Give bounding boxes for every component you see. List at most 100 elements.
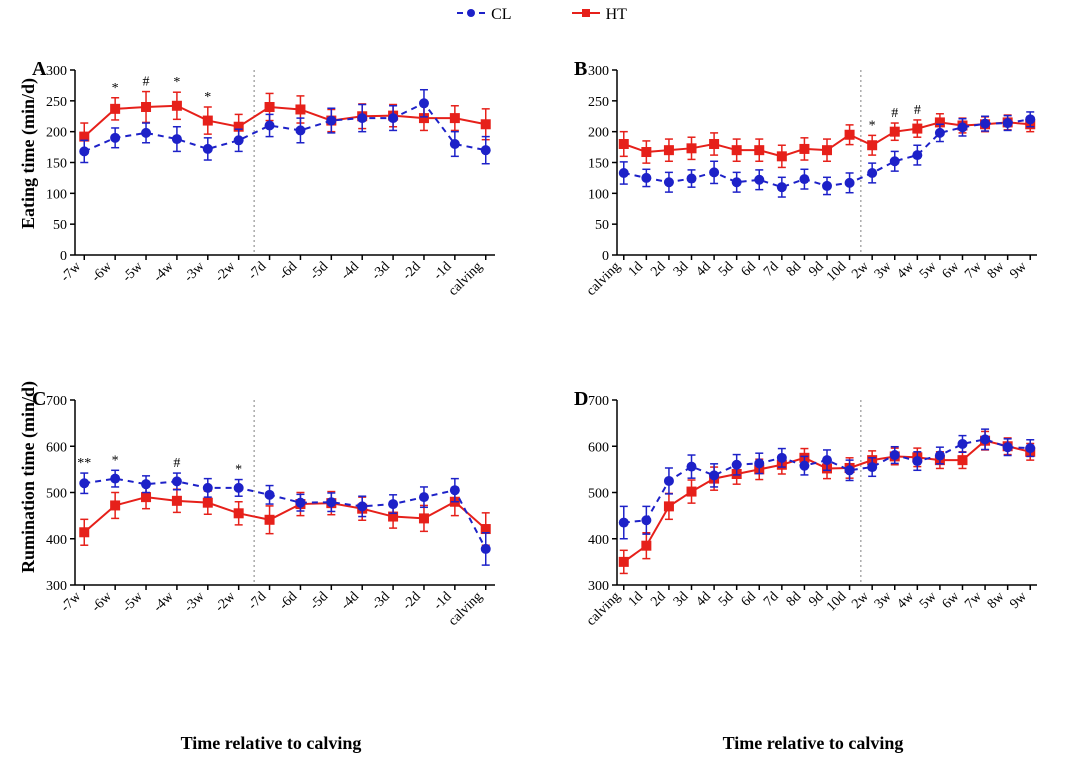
marker-cl <box>980 434 990 444</box>
marker-ht <box>79 527 89 537</box>
ytick-label: 400 <box>46 533 67 548</box>
xtick-label: -3d <box>369 589 393 613</box>
xtick-label: 7w <box>962 589 985 612</box>
marker-cl <box>641 173 651 183</box>
marker-cl <box>799 461 809 471</box>
significance-annotation: # <box>891 106 898 121</box>
panel-a: AEating time (min/d)050100150200250300-7… <box>0 50 542 350</box>
ytick-label: 250 <box>588 95 609 110</box>
marker-cl <box>890 450 900 460</box>
marker-cl <box>754 458 764 468</box>
marker-ht <box>664 145 674 155</box>
xtick-label: 3d <box>671 259 692 280</box>
marker-ht <box>687 487 697 497</box>
ytick-label: 150 <box>46 157 67 172</box>
marker-ht <box>450 113 460 123</box>
panel-c: CRumination time (min/d)300400500600700-… <box>0 380 542 680</box>
xtick-label: 9w <box>1007 589 1030 612</box>
marker-cl <box>845 465 855 475</box>
xtick-label: -2d <box>400 259 424 283</box>
legend-swatch-cl <box>457 6 485 24</box>
marker-ht <box>141 492 151 502</box>
marker-ht <box>799 144 809 154</box>
xtick-label: 1d <box>626 259 647 280</box>
xaxis-label-right: Time relative to calving <box>542 733 1084 754</box>
xtick-label: 6w <box>940 589 963 612</box>
marker-ht <box>110 500 120 510</box>
marker-cl <box>203 144 213 154</box>
marker-cl <box>732 460 742 470</box>
xtick-label: 8w <box>985 259 1008 282</box>
marker-ht <box>777 151 787 161</box>
marker-cl <box>754 175 764 185</box>
marker-ht <box>754 145 764 155</box>
ytick-label: 250 <box>46 95 67 110</box>
marker-cl <box>79 146 89 156</box>
marker-cl <box>980 119 990 129</box>
xtick-label: 3d <box>671 589 692 610</box>
marker-cl <box>732 177 742 187</box>
significance-annotation: ** <box>77 456 91 471</box>
xtick-label: 10d <box>824 589 849 614</box>
marker-cl <box>450 139 460 149</box>
significance-annotation: * <box>173 75 180 90</box>
marker-cl <box>957 439 967 449</box>
marker-cl <box>357 501 367 511</box>
significance-annotation: # <box>143 75 150 90</box>
marker-cl <box>1003 118 1013 128</box>
marker-ht <box>845 130 855 140</box>
ytick-label: 300 <box>46 579 67 594</box>
marker-ht <box>481 119 491 129</box>
panel-c-svg: 300400500600700-7w-6w-5w-4w-3w-2w-7d-6d-… <box>0 380 542 680</box>
marker-ht <box>619 557 629 567</box>
xtick-label: -2w <box>212 259 239 286</box>
xtick-label: 9d <box>806 589 827 610</box>
marker-cl <box>110 474 120 484</box>
marker-cl <box>172 476 182 486</box>
marker-ht <box>732 145 742 155</box>
xtick-label: -6d <box>276 589 300 613</box>
marker-cl <box>203 483 213 493</box>
xtick-label: 3w <box>872 589 895 612</box>
ytick-label: 0 <box>602 249 609 264</box>
marker-cl <box>619 168 629 178</box>
xtick-label: 6d <box>739 259 760 280</box>
xtick-label: 2w <box>849 259 872 282</box>
xtick-label: -4d <box>338 589 362 613</box>
xtick-label: 2d <box>648 259 669 280</box>
xtick-label: 4w <box>894 589 917 612</box>
xtick-label: -6w <box>89 589 116 616</box>
panel-a-svg: 050100150200250300-7w-6w-5w-4w-3w-2w-7d-… <box>0 50 542 350</box>
marker-ht <box>419 513 429 523</box>
xtick-label: -6w <box>89 259 116 286</box>
legend-item-ht: HT <box>572 6 627 24</box>
marker-cl <box>450 485 460 495</box>
marker-cl <box>619 518 629 528</box>
xtick-label: 8d <box>784 589 805 610</box>
marker-ht <box>641 541 651 551</box>
marker-cl <box>845 178 855 188</box>
marker-ht <box>203 116 213 126</box>
xtick-label: 2d <box>648 589 669 610</box>
xtick-label: calving <box>446 589 486 629</box>
marker-cl <box>357 113 367 123</box>
xtick-label: -4d <box>338 259 362 283</box>
xtick-label: 5w <box>917 589 940 612</box>
marker-cl <box>419 98 429 108</box>
marker-cl <box>799 174 809 184</box>
marker-ht <box>141 102 151 112</box>
marker-cl <box>664 476 674 486</box>
marker-cl <box>1025 114 1035 124</box>
xtick-label: 8w <box>985 589 1008 612</box>
xtick-label: -5w <box>120 589 147 616</box>
marker-ht <box>172 101 182 111</box>
yaxis-label: Eating time (min/d) <box>18 78 39 229</box>
marker-ht <box>912 124 922 134</box>
marker-ht <box>295 104 305 114</box>
marker-cl <box>419 492 429 502</box>
xtick-label: calving <box>584 259 624 299</box>
marker-cl <box>79 478 89 488</box>
legend-swatch-ht <box>572 6 600 24</box>
xtick-label: calving <box>446 259 486 299</box>
xtick-label: -6d <box>276 259 300 283</box>
